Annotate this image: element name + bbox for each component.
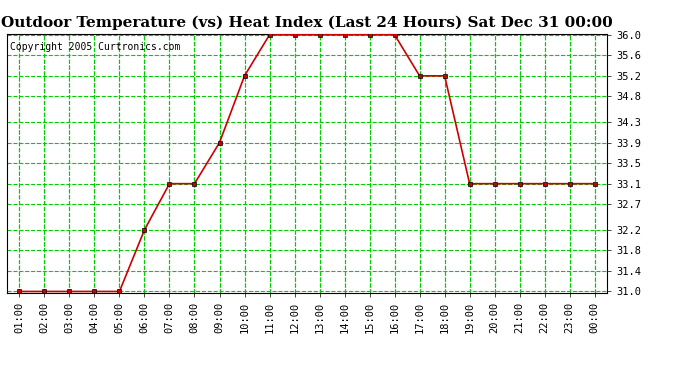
Title: Outdoor Temperature (vs) Heat Index (Last 24 Hours) Sat Dec 31 00:00: Outdoor Temperature (vs) Heat Index (Las…: [1, 15, 613, 30]
Text: Copyright 2005 Curtronics.com: Copyright 2005 Curtronics.com: [10, 42, 180, 51]
